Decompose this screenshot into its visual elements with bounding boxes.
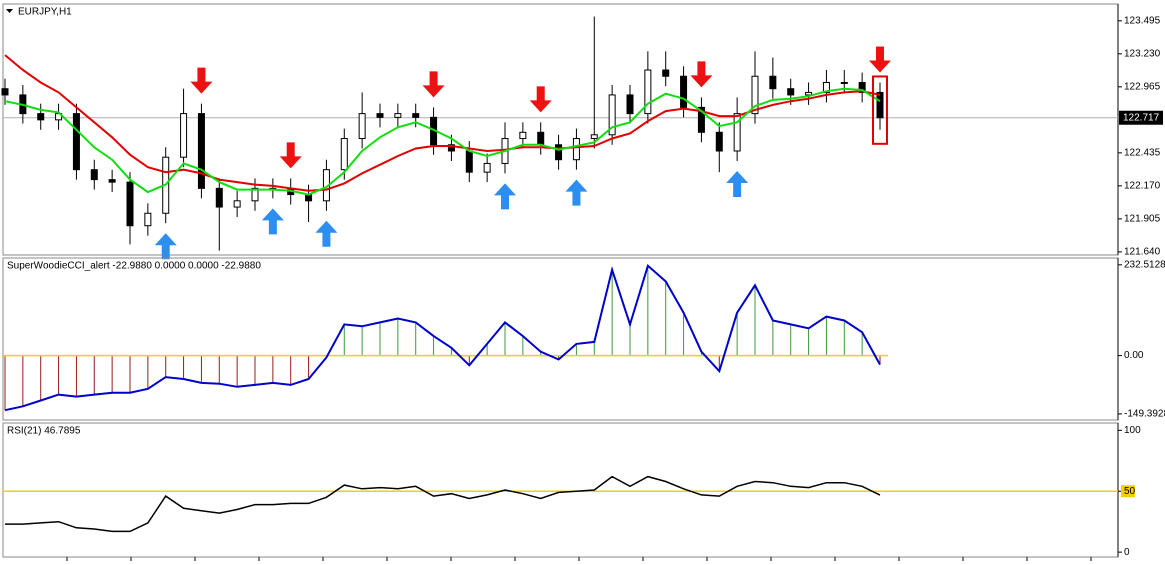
y-tick-label: 121.640 <box>1124 247 1161 258</box>
candle-body <box>537 131 545 146</box>
candle-body <box>733 113 741 152</box>
candle-body <box>555 144 563 161</box>
buy-arrow <box>154 233 177 260</box>
candle-body <box>519 131 527 140</box>
current-price-label: 122.717 <box>1123 112 1160 123</box>
panel-title: RSI(21) 46.7895 <box>7 426 81 437</box>
rsi-line <box>5 475 881 533</box>
candle-body <box>608 94 616 136</box>
candle-body <box>412 113 420 118</box>
candle-body <box>680 75 688 108</box>
candle-body <box>233 200 241 208</box>
candle-body <box>340 138 348 171</box>
sell-arrow <box>279 142 302 169</box>
y-tick-label: -149.3928 <box>1124 409 1165 420</box>
cci-line <box>4 264 881 412</box>
sell-arrow <box>190 67 213 94</box>
buy-arrow <box>315 220 338 247</box>
candle-body <box>215 187 223 208</box>
buy-arrow <box>726 170 749 197</box>
y-tick-label: 123.495 <box>1124 15 1161 26</box>
sell-arrow <box>529 86 552 113</box>
buy-arrow <box>565 179 588 206</box>
y-tick-label: 122.435 <box>1124 147 1161 158</box>
candle-body <box>483 162 491 173</box>
y-tick-label: 50 <box>1124 486 1136 497</box>
y-tick-label: 123.230 <box>1124 48 1161 59</box>
y-tick-label: 121.905 <box>1124 214 1161 225</box>
candle-body <box>251 187 259 202</box>
candle-body <box>715 131 723 152</box>
candle-body <box>769 75 777 90</box>
candle-body <box>197 113 205 189</box>
candle-body <box>394 113 402 118</box>
candle-body <box>358 113 366 140</box>
candle-body <box>180 113 188 158</box>
candle-body <box>858 81 866 93</box>
moving-average <box>4 54 881 192</box>
title-marker <box>6 9 13 13</box>
candle-body <box>787 88 795 96</box>
candle-body <box>840 81 848 84</box>
sell-arrow <box>422 71 445 98</box>
current-price-box <box>1119 110 1163 125</box>
candle-body <box>876 91 884 119</box>
candle-body <box>37 113 45 121</box>
buy-arrow <box>261 208 284 235</box>
candle-body <box>572 138 580 161</box>
y-tick-label: 100 <box>1124 425 1141 436</box>
candle-body <box>108 179 116 183</box>
candle-body <box>447 144 455 152</box>
candle-body <box>72 113 80 171</box>
candle-body <box>751 75 759 115</box>
candle-body <box>144 212 152 227</box>
y-tick-label: 122.965 <box>1124 81 1161 92</box>
moving-average <box>4 87 881 196</box>
candle-body <box>822 81 830 93</box>
y-tick-label: 232.5128 <box>1124 259 1165 270</box>
candle-body <box>465 150 473 173</box>
candle-body <box>697 106 705 133</box>
sell-arrow <box>869 46 891 73</box>
y-tick-label: 0 <box>1124 547 1130 558</box>
candle-body <box>126 181 134 227</box>
candle-body <box>90 169 98 181</box>
candle-body <box>805 91 813 96</box>
y-tick-label: 122.170 <box>1124 181 1161 192</box>
candle-body <box>376 113 384 118</box>
candle-body <box>662 69 670 77</box>
panel-title: SuperWoodieCCI_alert -22.9880 0.0000 0.0… <box>7 261 261 272</box>
highlight-box <box>872 75 888 145</box>
candle-body <box>626 94 634 115</box>
level-label-box <box>1121 485 1135 498</box>
buy-arrow <box>494 183 516 210</box>
panel-title: EURJPY,H1 <box>18 7 72 18</box>
candle-body <box>590 134 598 140</box>
candle-body <box>1 88 9 96</box>
y-tick-label: 0.00 <box>1124 350 1144 361</box>
candle-body <box>644 69 652 115</box>
sell-arrow <box>690 61 713 88</box>
